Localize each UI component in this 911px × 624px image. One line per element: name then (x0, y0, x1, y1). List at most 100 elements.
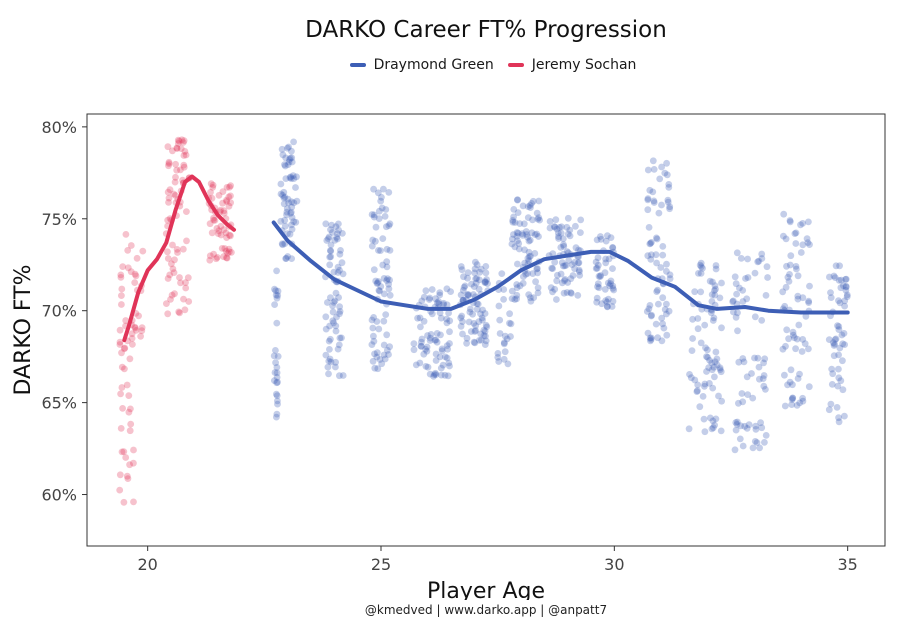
data-point-draymond-green (283, 205, 291, 213)
data-point-jeremy-sochan (210, 250, 218, 258)
data-point-jeremy-sochan (117, 274, 125, 281)
data-point-draymond-green (700, 415, 708, 423)
data-point-draymond-green (333, 313, 340, 321)
data-point-draymond-green (787, 252, 795, 260)
data-point-draymond-green (593, 298, 601, 306)
data-point-draymond-green (787, 366, 795, 374)
data-point-draymond-green (503, 335, 511, 343)
data-point-draymond-green (799, 294, 807, 302)
data-point-draymond-green (602, 297, 610, 304)
data-point-draymond-green (374, 189, 382, 197)
data-point-jeremy-sochan (116, 471, 124, 479)
data-point-draymond-green (326, 261, 334, 269)
data-point-draymond-green (732, 426, 740, 434)
data-point-jeremy-sochan (164, 188, 172, 196)
data-point-jeremy-sochan (181, 148, 189, 155)
data-point-draymond-green (827, 289, 834, 296)
data-point-draymond-green (380, 317, 388, 325)
data-point-draymond-green (699, 264, 706, 272)
data-point-draymond-green (386, 276, 393, 284)
data-point-draymond-green (705, 364, 713, 371)
data-point-draymond-green (701, 321, 709, 329)
data-point-draymond-green (274, 287, 282, 295)
data-point-draymond-green (273, 374, 281, 381)
data-point-draymond-green (792, 240, 800, 247)
data-point-draymond-green (565, 257, 573, 264)
data-point-draymond-green (375, 215, 383, 223)
data-point-draymond-green (825, 336, 833, 343)
data-point-draymond-green (511, 243, 519, 251)
data-point-draymond-green (781, 371, 788, 379)
data-point-draymond-green (837, 284, 845, 292)
data-point-draymond-green (835, 297, 842, 304)
data-point-draymond-green (457, 314, 465, 322)
data-point-draymond-green (383, 258, 391, 266)
data-point-draymond-green (827, 400, 835, 408)
data-point-draymond-green (524, 254, 532, 262)
data-point-draymond-green (273, 294, 281, 302)
data-point-draymond-green (594, 283, 601, 291)
data-point-draymond-green (467, 305, 474, 313)
data-point-draymond-green (696, 403, 704, 411)
data-point-draymond-green (337, 247, 344, 254)
data-point-draymond-green (749, 444, 757, 452)
data-point-draymond-green (484, 280, 491, 287)
data-point-draymond-green (336, 334, 344, 342)
data-point-draymond-green (837, 377, 845, 385)
data-point-draymond-green (786, 271, 793, 278)
data-point-draymond-green (336, 372, 343, 380)
data-point-draymond-green (272, 291, 280, 299)
chart-svg: 20 25 30 35 60% 65% 70% 75% 80% Player Age DARK… (11, 113, 886, 600)
data-point-draymond-green (326, 322, 333, 330)
data-point-draymond-green (653, 234, 660, 242)
data-point-draymond-green (273, 390, 280, 398)
data-point-jeremy-sochan (132, 324, 139, 332)
data-point-draymond-green (782, 235, 790, 243)
data-point-draymond-green (384, 346, 391, 354)
data-point-jeremy-sochan (226, 231, 233, 239)
data-point-jeremy-sochan (131, 279, 139, 286)
data-point-jeremy-sochan (227, 199, 235, 207)
data-point-draymond-green (644, 195, 652, 203)
data-point-draymond-green (372, 277, 380, 285)
data-point-jeremy-sochan (223, 184, 231, 191)
data-point-draymond-green (281, 161, 288, 169)
data-point-draymond-green (385, 285, 393, 293)
data-point-draymond-green (732, 313, 740, 321)
data-point-draymond-green (842, 275, 850, 283)
data-point-draymond-green (522, 228, 530, 235)
data-point-draymond-green (368, 316, 376, 324)
data-point-draymond-green (751, 313, 759, 321)
data-point-draymond-green (789, 381, 796, 389)
data-point-draymond-green (697, 339, 705, 347)
data-point-draymond-green (443, 285, 451, 293)
data-point-draymond-green (694, 315, 702, 322)
data-point-jeremy-sochan (213, 254, 221, 261)
data-point-draymond-green (805, 345, 812, 353)
data-point-draymond-green (522, 270, 530, 278)
data-point-draymond-green (666, 203, 674, 211)
data-point-draymond-green (686, 371, 693, 378)
data-point-draymond-green (377, 247, 384, 255)
data-point-draymond-green (533, 209, 541, 217)
data-point-draymond-green (645, 305, 653, 313)
data-point-draymond-green (656, 175, 664, 183)
data-point-draymond-green (711, 358, 719, 366)
data-point-draymond-green (643, 308, 651, 315)
data-point-draymond-green (793, 335, 801, 343)
data-point-draymond-green (563, 289, 571, 296)
data-point-jeremy-sochan (225, 248, 233, 256)
data-point-draymond-green (501, 348, 509, 356)
data-point-draymond-green (470, 338, 478, 346)
data-point-draymond-green (718, 324, 725, 332)
data-point-draymond-green (510, 206, 518, 213)
data-point-draymond-green (695, 270, 702, 277)
data-point-draymond-green (694, 387, 701, 395)
data-point-draymond-green (575, 266, 583, 274)
data-point-jeremy-sochan (126, 461, 133, 469)
data-point-jeremy-sochan (211, 217, 219, 224)
data-point-jeremy-sochan (171, 178, 179, 186)
data-point-draymond-green (760, 372, 768, 379)
data-point-jeremy-sochan (118, 384, 126, 391)
data-point-draymond-green (509, 218, 517, 226)
